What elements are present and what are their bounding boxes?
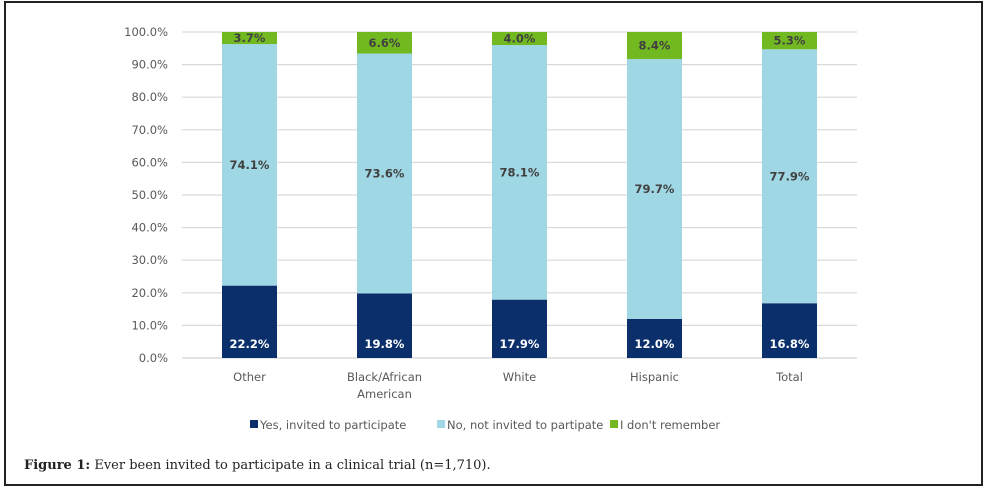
bar-segment — [222, 285, 277, 358]
data-label: 78.1% — [500, 165, 540, 179]
bar-segment — [357, 293, 412, 358]
data-label: 74.1% — [230, 158, 270, 172]
bar-segment — [627, 59, 682, 319]
y-tick-label: 60.0% — [131, 155, 168, 169]
y-tick-label: 100.0% — [124, 25, 168, 39]
y-tick-label: 80.0% — [131, 90, 168, 104]
figure-frame — [4, 1, 983, 486]
data-label: 3.7% — [234, 31, 266, 45]
data-label: 12.0% — [635, 337, 675, 351]
y-tick-label: 20.0% — [131, 286, 168, 300]
legend-label: Yes, invited to participate — [259, 418, 406, 432]
y-tick-label: 70.0% — [131, 123, 168, 137]
bar-segment — [627, 318, 682, 358]
legend-swatch — [610, 420, 618, 428]
x-category-label: Other — [233, 370, 266, 384]
y-tick-label: 50.0% — [131, 188, 168, 202]
caption-text: Ever been invited to participate in a cl… — [90, 458, 491, 473]
bar-segment — [627, 32, 682, 60]
data-label: 22.2% — [230, 337, 270, 351]
x-category-label: American — [357, 387, 412, 401]
y-axis-ticks: 0.0% 10.0% 20.0% 30.0% 40.0% 50.0% 60.0% 70.0% 8… — [124, 25, 168, 365]
bar-segment — [357, 32, 412, 54]
data-label: 73.6% — [365, 166, 405, 180]
bar-segment — [492, 299, 547, 358]
legend-label: I don't remember — [620, 418, 720, 432]
legend: Yes, invited to participate No, not invit… — [250, 418, 720, 432]
data-labels: 22.2% 74.1% 3.7% 19.8% 73.6% 6.6% 17.9% 78.1% 4.… — [230, 31, 810, 351]
x-axis-categories: Other Black/African American White Hispanic T… — [233, 370, 803, 401]
data-label: 77.9% — [770, 169, 810, 183]
bar-segment — [762, 49, 817, 304]
bar-segment — [222, 44, 277, 286]
data-label: 16.8% — [770, 337, 810, 351]
y-tick-label: 0.0% — [139, 351, 168, 365]
caption-label: Figure 1: — [24, 458, 91, 473]
x-category-label: Black/African — [347, 370, 422, 384]
y-tick-label: 10.0% — [131, 318, 168, 332]
data-label: 4.0% — [504, 32, 536, 46]
y-tick-label: 40.0% — [131, 221, 168, 235]
legend-swatch — [437, 420, 445, 428]
bar-segment — [357, 53, 412, 294]
y-tick-label: 90.0% — [131, 58, 168, 72]
x-category-label: White — [503, 370, 536, 384]
data-label: 79.7% — [635, 182, 675, 196]
data-label: 6.6% — [369, 36, 401, 50]
bar-segment — [762, 32, 817, 50]
data-label: 17.9% — [500, 337, 540, 351]
x-category-label: Hispanic — [630, 370, 679, 384]
x-category-label: Total — [775, 370, 803, 384]
data-label: 19.8% — [365, 337, 405, 351]
legend-label: No, not invited to partipate — [447, 418, 603, 432]
y-tick-label: 30.0% — [131, 253, 168, 267]
bar-segment — [492, 45, 547, 300]
bar-segment — [222, 32, 277, 45]
bars — [222, 32, 817, 358]
data-label: 5.3% — [774, 34, 806, 48]
figure-caption: Figure 1: Ever been invited to participa… — [24, 458, 491, 473]
data-label: 8.4% — [639, 39, 671, 53]
bar-segment — [762, 303, 817, 358]
bar-segment — [492, 32, 547, 46]
legend-swatch — [250, 420, 258, 428]
